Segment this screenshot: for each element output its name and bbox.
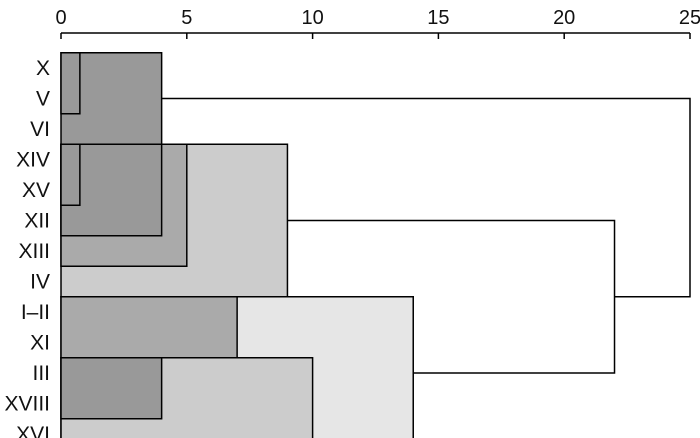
leaf-label: XVI [16, 423, 50, 438]
leaf-label: I–II [21, 301, 50, 324]
cluster-box [60, 296, 238, 359]
x-axis-ticks: 0 5 10 15 20 25 [55, 7, 700, 39]
leaf-label: VI [30, 118, 50, 141]
x-tick-label: 25 [679, 7, 700, 29]
leaf-label: XII [24, 210, 50, 233]
cluster-link [161, 97, 691, 298]
leaf-label: IV [30, 271, 50, 294]
cluster-box [60, 52, 81, 115]
cluster-boxes [60, 52, 414, 438]
leaf-label: X [36, 57, 50, 80]
cluster-links [161, 97, 691, 374]
leaf-label: III [32, 362, 50, 385]
leaf-label: XIV [16, 149, 50, 172]
x-tick-label: 15 [427, 7, 449, 29]
x-tick-label: 10 [301, 7, 323, 29]
leaf-label: V [36, 88, 50, 111]
x-tick-label: 0 [55, 7, 66, 29]
leaf-label: XIII [18, 240, 50, 263]
cluster-box [60, 357, 163, 420]
leaf-label: XI [30, 332, 50, 355]
leaf-label: XV [22, 179, 50, 202]
leaf-labels: XV VI XIV XV XII XIII IV I–II XI III XVIII XVI [4, 57, 50, 438]
leaf-label: XVIII [4, 393, 50, 416]
cluster-box [60, 143, 81, 206]
x-tick-label: 20 [553, 7, 575, 29]
x-tick-label: 5 [181, 7, 192, 29]
